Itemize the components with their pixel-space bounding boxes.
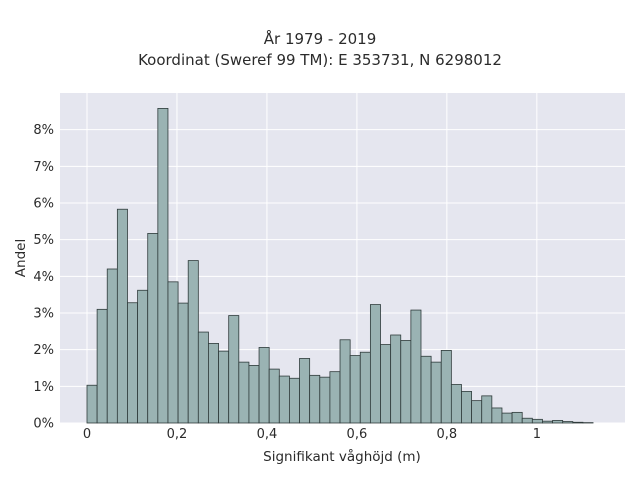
histogram-bar [116, 208, 128, 424]
histogram-bar [511, 411, 523, 424]
y-tick-label: 8% [33, 123, 54, 138]
histogram-bar [450, 384, 462, 424]
y-tick-label: 3% [33, 307, 54, 322]
histogram-bar [299, 358, 311, 424]
y-tick-label: 1% [33, 380, 54, 395]
histogram-bar [86, 384, 98, 424]
histogram-bar [400, 340, 412, 424]
histogram-bar [542, 420, 553, 424]
histogram-bar [349, 355, 361, 424]
y-tick-label: 6% [33, 197, 54, 212]
chart-title-line-1: År 1979 - 2019 [263, 30, 377, 48]
histogram-bar [572, 421, 584, 424]
histogram-bar [228, 315, 240, 424]
histogram-bar [552, 420, 564, 424]
histogram-bar [319, 376, 331, 424]
histogram-bar [137, 289, 149, 424]
histogram-bar [440, 349, 452, 424]
bars [86, 108, 594, 424]
histogram-bar [157, 108, 169, 424]
histogram-bar [420, 355, 432, 424]
histogram-bar [96, 308, 108, 424]
histogram-bar [278, 375, 290, 424]
histogram-bar [167, 281, 179, 424]
histogram-bar [339, 339, 351, 424]
histogram-bar [309, 374, 321, 424]
histogram-bar [329, 371, 341, 424]
chart-title-line-2: Koordinat (Sweref 99 TM): E 353731, N 62… [138, 51, 502, 69]
histogram-bar [177, 302, 189, 424]
y-axis-ticks: 0% 1% 2% 3% 4% 5% 6% 7% 8% [33, 123, 54, 431]
histogram-bar [521, 417, 533, 424]
y-tick-label: 2% [33, 343, 54, 358]
x-tick-label: 0 [83, 427, 91, 442]
x-axis-label: Signifikant våghöjd (m) [263, 448, 421, 465]
x-axis-ticks: 0 0,2 0,4 0,6 0,8 1 [83, 427, 541, 442]
y-tick-label: 5% [33, 233, 54, 248]
histogram-bar [106, 268, 118, 424]
histogram-bar [258, 347, 270, 424]
histogram-bar [187, 260, 199, 424]
histogram-bar [197, 331, 209, 424]
histogram-bar [501, 412, 513, 424]
histogram-bar [491, 407, 503, 424]
histogram-bar [531, 418, 543, 424]
x-tick-label: 0,8 [437, 427, 458, 442]
y-tick-label: 7% [33, 160, 54, 175]
x-tick-label: 0,6 [347, 427, 368, 442]
histogram-bar [562, 421, 574, 424]
histogram-bar [430, 361, 442, 424]
x-tick-label: 0,2 [167, 427, 188, 442]
histogram-bar [481, 395, 493, 424]
histogram-bar [238, 361, 250, 424]
histogram-bar [248, 365, 260, 424]
histogram-bar [268, 368, 280, 424]
histogram-bar [369, 304, 381, 424]
x-tick-label: 1 [533, 427, 541, 442]
histogram-bar [359, 351, 371, 424]
histogram-bar [461, 391, 473, 424]
histogram-bar [147, 233, 159, 424]
histogram-bar [289, 377, 300, 424]
histogram-bar [410, 309, 422, 424]
histogram-bar [208, 343, 219, 424]
histogram-bar [380, 344, 392, 424]
histogram-bar [218, 350, 230, 424]
y-tick-label: 0% [33, 417, 54, 432]
histogram-bar [471, 400, 483, 424]
y-tick-label: 4% [33, 270, 54, 285]
x-tick-label: 0,4 [257, 427, 278, 442]
histogram-bar [390, 334, 402, 424]
histogram-bar [127, 302, 138, 424]
y-axis-label: Andel [13, 239, 29, 277]
